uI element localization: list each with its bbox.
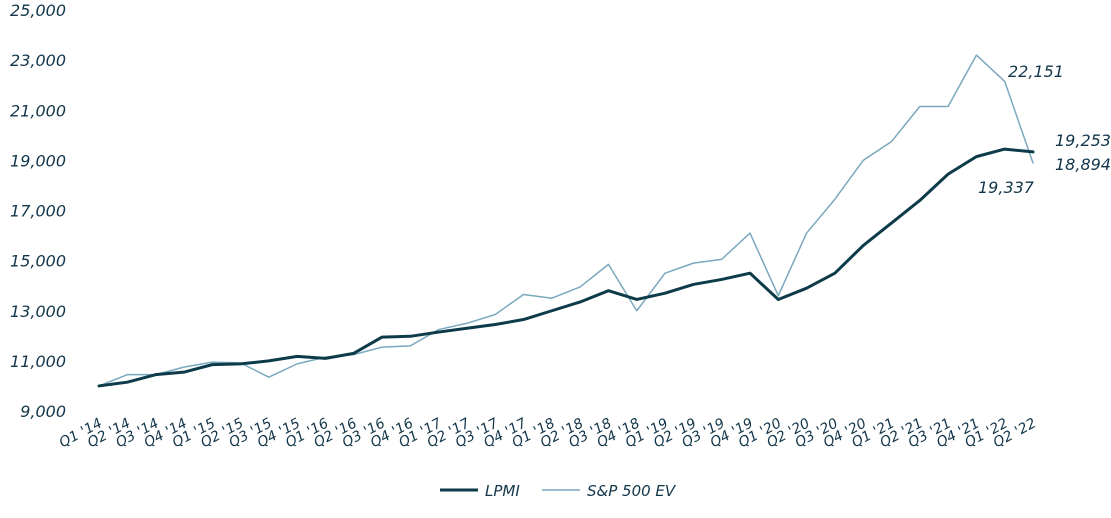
series-layer (97, 54, 1035, 388)
y-axis: 9,000 11,000 13,000 15,000 17,000 19,000 21,00… (10, 1, 66, 421)
y-tick-label: 9,000 (20, 402, 66, 421)
y-tick-label: 17,000 (10, 202, 66, 221)
y-tick-label: 11,000 (10, 352, 66, 371)
series-line-sp500-ev (98, 54, 1034, 387)
y-tick-label: 23,000 (10, 51, 66, 70)
annotation-lpmi-q1-22: 19,337 (978, 178, 1035, 197)
series-line-lpmi (97, 147, 1035, 388)
y-tick-label: 21,000 (10, 101, 66, 120)
legend-label-lpmi: LPMI (485, 482, 520, 500)
annotation-sp500-end: 18,894 (1055, 155, 1111, 174)
y-tick-label: 15,000 (10, 252, 66, 271)
y-tick-label: 25,000 (10, 1, 66, 20)
annotation-sp500-q1-22: 22,151 (1008, 62, 1064, 81)
y-tick-label: 19,000 (10, 151, 66, 170)
annotation-layer: 22,151 19,253 18,894 19,337 (978, 62, 1111, 197)
y-tick-label: 13,000 (10, 302, 66, 321)
annotation-lpmi-end: 19,253 (1055, 131, 1111, 150)
legend-label-sp500: S&P 500 EV (587, 482, 677, 500)
legend: LPMI S&P 500 EV (440, 482, 677, 500)
